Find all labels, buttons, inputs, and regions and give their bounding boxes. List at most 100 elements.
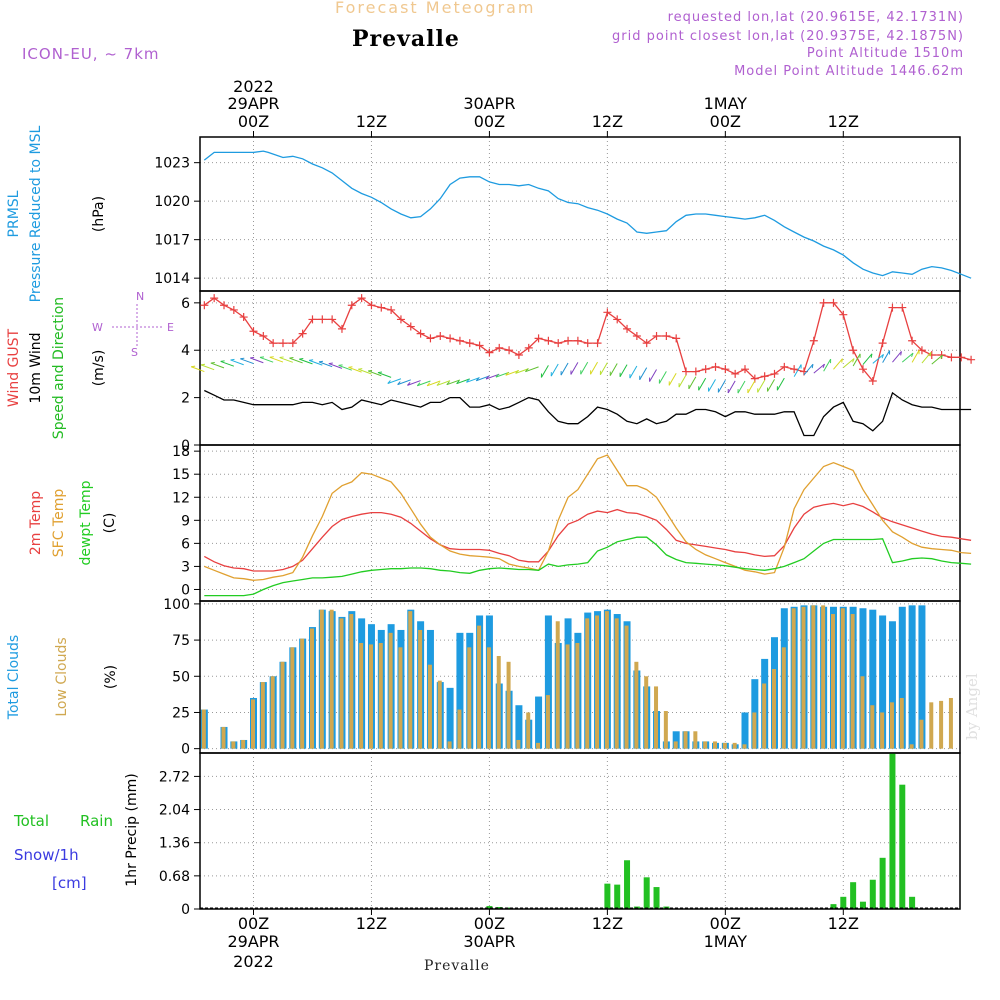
wind-arrow-head — [525, 368, 529, 372]
total-cloud-bar — [515, 705, 523, 749]
gust-marker — [564, 336, 573, 345]
precip-frame — [199, 752, 961, 910]
wind-arrow-head — [318, 360, 324, 363]
precip-bar — [840, 896, 847, 909]
low-cloud-bar — [447, 741, 452, 749]
wind-arrow — [250, 357, 264, 364]
gust-marker — [465, 339, 474, 348]
wind-arrow — [757, 380, 766, 393]
pressure-panel: 1014 1017 1020 1023 PRMSL Pressure Reduced to… — [6, 125, 972, 302]
wind-arrow — [747, 380, 756, 394]
wind-arrow — [397, 379, 411, 386]
precip-bar — [899, 784, 906, 909]
gust-marker — [819, 298, 828, 307]
low-cloud-bar — [536, 742, 541, 749]
low-cloud-bar — [595, 615, 600, 749]
gust-marker — [357, 294, 366, 303]
gust-marker — [367, 301, 376, 310]
total-cloud-bar — [898, 606, 906, 749]
supertitle: Forecast Meteogram — [335, 0, 536, 17]
pressure-axis-label: (hPa) — [91, 196, 107, 232]
clouds-axis-label: Total Clouds — [6, 635, 22, 720]
wind-arrow — [776, 377, 785, 391]
low-cloud-bar — [713, 741, 718, 749]
gust-marker — [249, 327, 258, 336]
model-altitude: Model Point Altitude 1446.62m — [734, 64, 964, 79]
temp-ytick-label: 0 — [181, 582, 190, 598]
precip-bar — [889, 753, 896, 909]
pressure-ytick-label: 1017 — [154, 233, 190, 249]
low-cloud-bar — [939, 700, 944, 749]
gust-marker — [652, 332, 661, 341]
low-cloud-bar — [368, 644, 373, 749]
gust-marker — [328, 315, 337, 324]
low-cloud-bar — [398, 647, 403, 749]
wind-arrow-head — [505, 371, 509, 376]
gust-marker — [642, 339, 651, 348]
compass-n: N — [136, 290, 144, 303]
low-cloud-bar — [870, 705, 875, 749]
requested-coords: requested lon,lat (20.9615E, 42.1731N) — [667, 10, 964, 25]
low-cloud-bar — [526, 712, 531, 749]
low-cloud-bar — [654, 686, 659, 749]
station-title: Prevalle — [352, 26, 460, 52]
temp-axis-label: (C) — [102, 513, 118, 534]
wind-axis-label: (m/s) — [91, 350, 107, 387]
time-label-top: 12Z — [356, 112, 387, 131]
low-cloud-bar — [830, 614, 835, 749]
wind-arrow-head — [358, 368, 363, 370]
wind-axis-label: Speed and Direction — [51, 297, 67, 439]
gust-marker — [534, 334, 543, 343]
low-cloud-bar — [909, 744, 914, 749]
wind-arrow — [872, 354, 884, 364]
wind-arrow-head — [250, 356, 255, 359]
low-cloud-bar — [604, 611, 609, 749]
gust-marker — [229, 305, 238, 314]
wind-arrow — [279, 357, 293, 363]
compass-rose — [112, 304, 162, 348]
wind-arrow — [767, 379, 775, 392]
wind-arrow — [377, 372, 392, 378]
gust-marker — [259, 332, 268, 341]
gust-marker — [387, 305, 396, 314]
gust-marker — [347, 301, 356, 310]
temp-line-sfc-temp — [204, 454, 972, 581]
pressure-line — [203, 150, 972, 279]
time-label-bottom: 1MAY — [704, 932, 748, 951]
wind-arrow-head — [811, 364, 814, 369]
clouds-axis-label: Low Clouds — [54, 637, 70, 716]
low-cloud-bar — [634, 661, 639, 749]
wind-arrow-head — [911, 352, 914, 358]
gust-marker — [426, 334, 435, 343]
wind-arrow — [269, 356, 284, 363]
wind-arrow — [833, 358, 843, 370]
low-cloud-bar — [467, 647, 472, 749]
low-cloud-bar — [693, 731, 698, 749]
gust-marker — [632, 332, 641, 341]
precip-snow-unit: [cm] — [52, 874, 87, 892]
wind-arrow-head — [299, 358, 304, 360]
total-cloud-bar — [544, 615, 552, 749]
wind-arrow-head — [416, 382, 421, 387]
gust-marker — [455, 336, 464, 345]
wind-arrow-head — [259, 356, 265, 358]
wind-arrow — [338, 364, 352, 371]
wind-arrow — [892, 351, 902, 363]
gust-marker — [573, 336, 582, 345]
low-cloud-bar — [801, 606, 806, 749]
total-cloud-bar — [908, 605, 916, 749]
wind-arrow — [911, 350, 920, 363]
wind-ytick-label: 4 — [181, 343, 190, 359]
gust-marker — [849, 346, 858, 355]
low-cloud-bar — [388, 632, 393, 749]
low-cloud-bar — [948, 697, 953, 749]
gust-marker — [288, 339, 297, 348]
low-cloud-bar — [752, 712, 757, 749]
wind-arrow — [348, 366, 362, 373]
gridpoint-coords: grid point closest lon,lat (20.9375E, 42… — [612, 29, 964, 44]
temp-axis-label: dewpt Temp — [78, 480, 94, 565]
low-cloud-bar — [290, 647, 295, 749]
precip-bar — [614, 884, 621, 909]
gust-marker — [475, 341, 484, 350]
low-cloud-bar — [221, 726, 226, 749]
